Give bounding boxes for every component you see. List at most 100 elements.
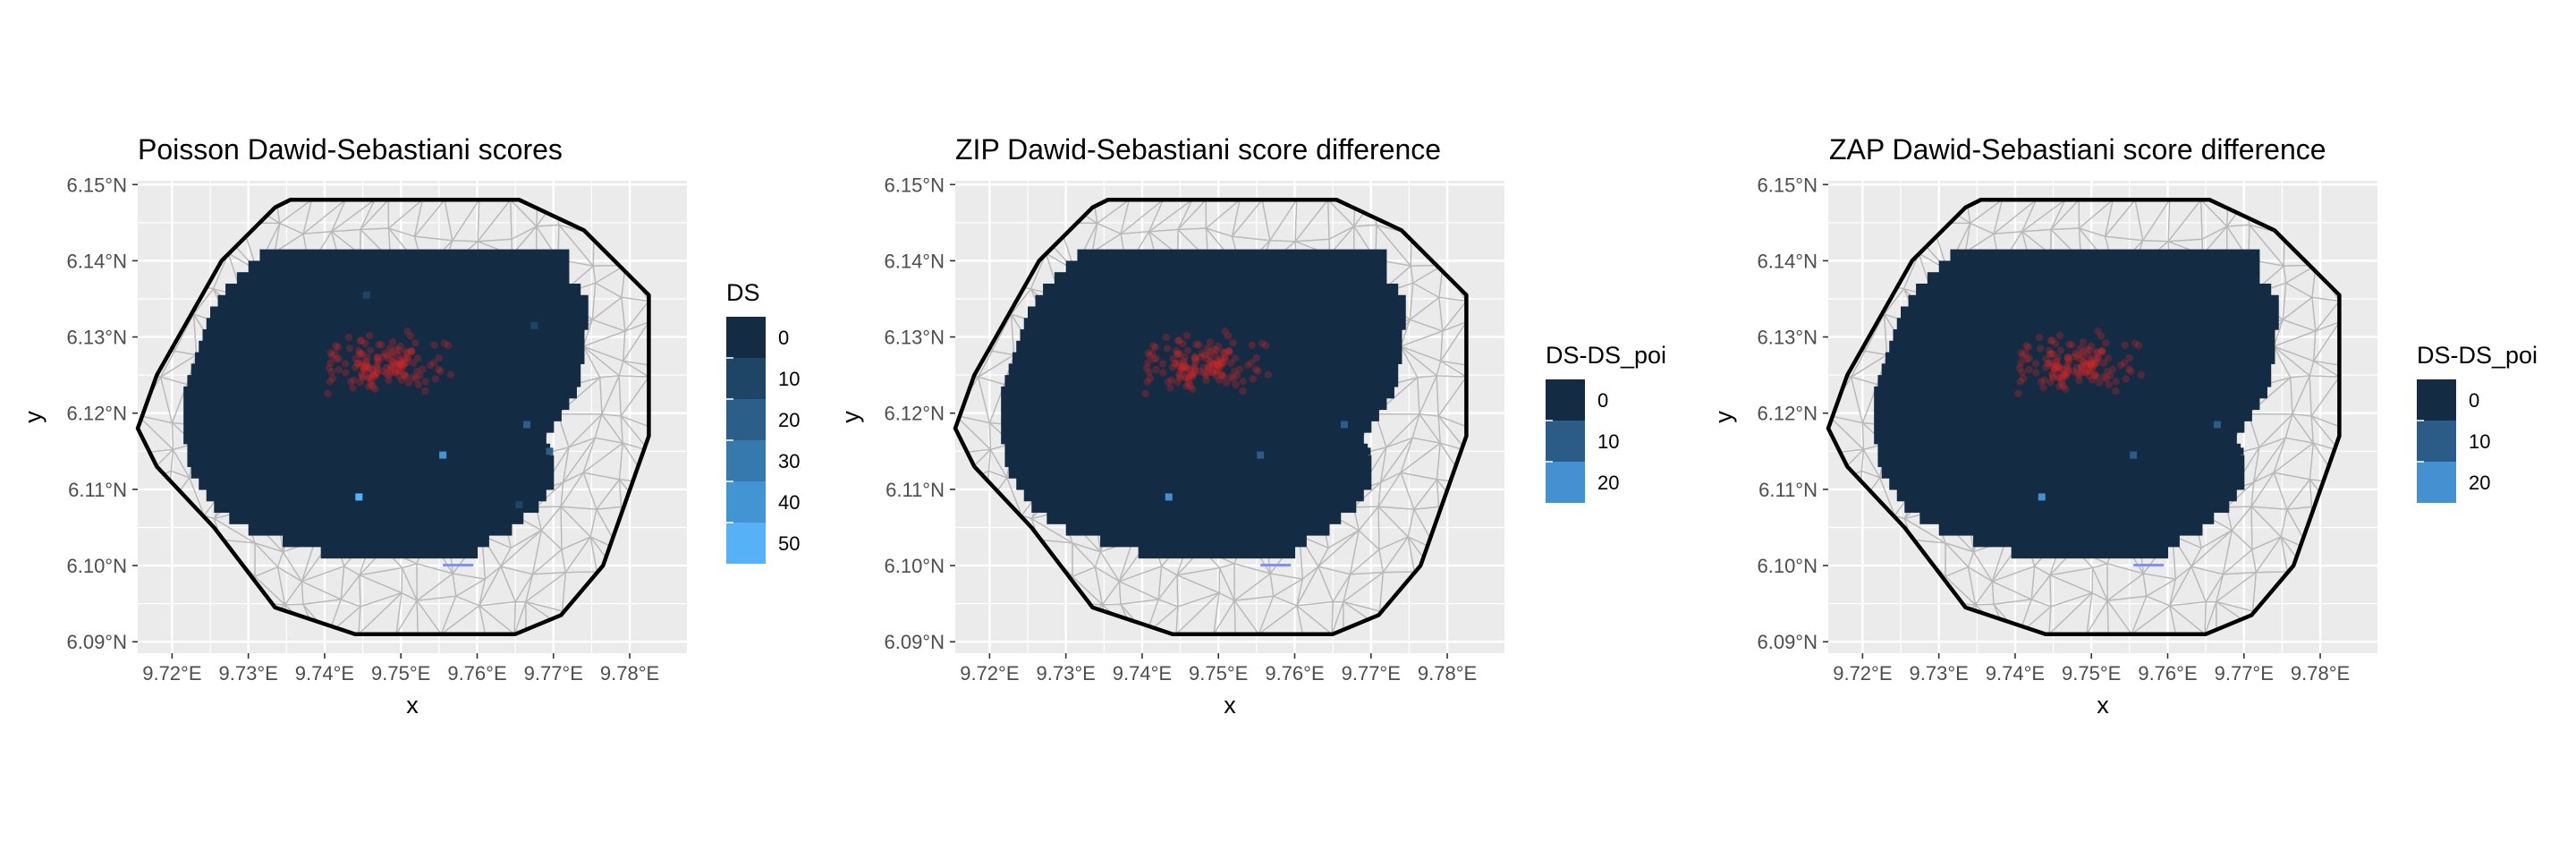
observation-point [2058,377,2066,385]
observation-point [394,371,403,379]
hotspot-cell [546,447,554,455]
observation-point [1182,332,1191,340]
field-cell-row [202,329,585,342]
observation-point [364,374,372,382]
legend-swatch [2417,462,2456,503]
field-cell-row [191,363,581,376]
legend: DS-DS_poi 0 10 20 [1546,342,1666,503]
observation-point [365,363,373,371]
observation-point [2050,364,2059,372]
legend-swatch [726,523,766,564]
observation-point [369,382,377,390]
observation-point [2048,374,2057,382]
legend-swatch [726,399,766,440]
observation-point [1177,364,1186,372]
observation-point [2093,349,2102,357]
observation-point [1175,359,1183,367]
observation-point [1225,348,1233,356]
observation-point [2047,349,2055,358]
field-cell-row [1889,478,2245,490]
hotspot-cell [2236,447,2244,455]
observation-point [356,378,364,387]
observation-point [391,368,399,376]
x-tick-label: 9.77°E [1342,662,1401,685]
observation-point [409,373,418,381]
observation-point [1144,359,1152,367]
observation-point [1208,360,1217,369]
observation-point [2077,365,2086,373]
observation-point [2112,387,2120,395]
field-cell-row [199,340,585,353]
observation-point [335,365,343,374]
observation-point [402,349,411,357]
legend-label: 10 [1597,430,1619,453]
observation-point [360,365,368,373]
observation-point [2017,348,2025,357]
observation-point [1204,365,1213,373]
observation-point [2021,349,2029,358]
y-tick-label: 6.11°N [1758,479,1818,501]
observation-point [1162,333,1171,342]
observation-point [2024,343,2033,352]
observation-point [2087,342,2096,350]
field-cell-row [1938,523,2203,536]
observation-point [2048,359,2056,367]
observation-point [2077,362,2085,370]
observation-point [396,360,405,368]
observation-point [2075,371,2083,379]
observation-point [2097,332,2106,340]
field-cell-row [2011,546,2169,559]
field-cell-row [1138,546,1296,559]
boundary-outline [135,198,651,636]
legend: DS 0 10 20 30 40 50 [726,279,800,564]
legend-swatch [726,481,766,523]
observation-point [2064,353,2072,361]
observation-point [2137,370,2145,378]
field-cell-row [1901,306,2279,319]
observation-point [2090,371,2099,379]
legend-label: 20 [2469,472,2490,494]
observation-point [1262,341,1270,350]
observation-point [373,363,382,371]
score-hotspots [355,291,554,508]
x-axis: 9.72°E 9.73°E 9.74°E 9.75°E 9.76°E 9.77°… [1833,662,2350,719]
field-cell-row [206,318,589,330]
observation-point [1221,354,1229,362]
observation-point [1239,387,1247,395]
observation-point [359,350,367,359]
observation-point [364,372,372,381]
hotspot-cell [530,321,538,329]
observation-point [386,369,394,377]
observation-point [2125,365,2133,374]
observation-point [367,379,375,387]
observation-point [1174,336,1182,345]
field-cell-row [1028,306,1406,319]
legend-swatch [2417,379,2456,421]
observation-point [381,349,389,358]
observation-point [1189,370,1197,378]
field-cell-row [1001,432,1364,445]
observation-point [1216,365,1224,373]
observation-point [419,365,427,373]
observation-point [1229,374,1238,383]
legend-title: DS-DS_poi [2417,342,2538,369]
observation-point [1191,353,1199,361]
observation-point [1175,374,1184,382]
observation-point [374,353,382,361]
observation-point [2064,358,2073,366]
observation-point [2048,370,2056,378]
legend-label: 40 [778,491,800,514]
observation-point [2016,378,2025,386]
observation-point [369,370,377,378]
observation-point [332,342,340,350]
observation-point [392,345,400,353]
observation-point [2075,376,2083,385]
hotspot-cell [1165,493,1173,501]
observation-point [2079,348,2087,356]
observation-point [2046,336,2055,345]
observation-point [2052,339,2060,348]
y-tick-label: 6.09°N [884,631,945,653]
observation-point [2078,363,2086,371]
observation-point [353,360,361,368]
observation-point [1141,389,1149,398]
